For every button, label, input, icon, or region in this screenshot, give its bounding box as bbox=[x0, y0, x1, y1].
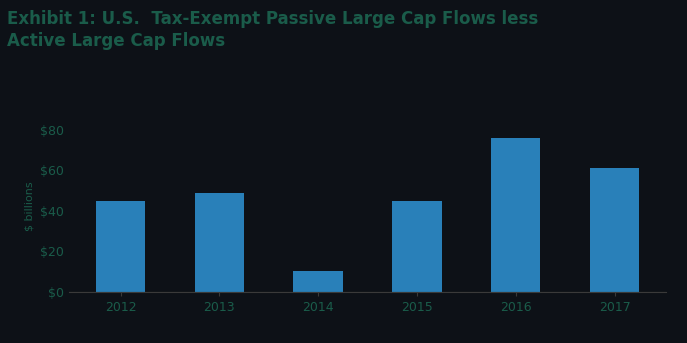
Y-axis label: $ billions: $ billions bbox=[24, 181, 34, 230]
Bar bbox=[590, 168, 639, 292]
Bar bbox=[194, 193, 244, 292]
Bar bbox=[96, 201, 145, 292]
Bar bbox=[491, 138, 541, 292]
Bar bbox=[392, 201, 442, 292]
Bar bbox=[293, 271, 343, 292]
Text: Exhibit 1: U.S.  Tax-Exempt Passive Large Cap Flows less
Active Large Cap Flows: Exhibit 1: U.S. Tax-Exempt Passive Large… bbox=[7, 10, 538, 50]
